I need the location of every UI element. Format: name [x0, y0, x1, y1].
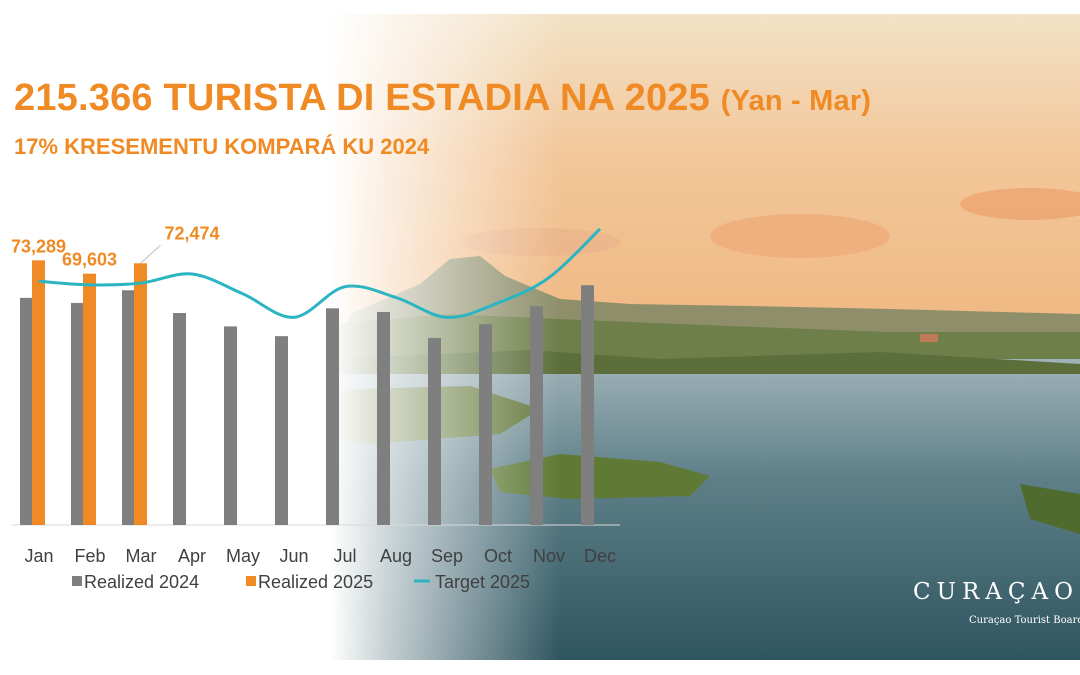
bar-2024-sep — [428, 337, 441, 525]
landscape-photo — [330, 14, 1080, 660]
bar-2024-feb — [71, 302, 84, 525]
title-main: 215.366 TURISTA DI ESTADIA NA 2025 — [14, 77, 710, 119]
x-tick-aug: Aug — [380, 546, 412, 566]
data-label-2025-2: 72,474 — [165, 223, 220, 243]
legend-label-1: Realized 2025 — [258, 572, 373, 592]
bar-2025-mar — [134, 263, 147, 525]
page-title: 215.366 TURISTA DI ESTADIA NA 2025 (Yan … — [14, 76, 871, 123]
chart-legend: Realized 2024 Realized 2025 Target 2025 — [72, 572, 530, 592]
curacao-logo: CURAÇAO Curaçao Tourist Board — [913, 575, 1080, 635]
title-block: 215.366 TURISTA DI ESTADIA NA 2025 (Yan … — [14, 76, 871, 161]
x-axis-ticks: Jan Feb Mar Apr May Jun Jul Aug Sep Oct Nov Dec — [24, 546, 616, 566]
x-tick-may: May — [226, 546, 260, 566]
x-tick-apr: Apr — [178, 546, 206, 566]
series-realized-2024 — [20, 285, 594, 525]
legend-label-2: Target 2025 — [435, 572, 530, 592]
data-label-2025-0: 73,289 — [11, 236, 66, 256]
legend-label-0: Realized 2024 — [84, 572, 199, 592]
logo-tagline: Curaçao Tourist Board — [969, 615, 1080, 626]
leader-line-2025-2 — [140, 244, 161, 264]
x-tick-mar: Mar — [126, 546, 157, 566]
bar-2024-apr — [173, 313, 186, 525]
target-2025-line — [38, 227, 602, 319]
logo-wordmark: CURAÇAO — [913, 579, 1079, 605]
bar-2024-jul — [326, 308, 339, 525]
bar-2024-dec — [581, 285, 594, 525]
x-tick-nov: Nov — [533, 546, 565, 566]
x-tick-jan: Jan — [24, 546, 53, 566]
bar-2024-oct — [479, 324, 492, 525]
bar-2025-feb — [83, 273, 96, 525]
x-tick-oct: Oct — [484, 546, 512, 566]
x-tick-feb: Feb — [74, 546, 105, 566]
bar-2025-jan — [32, 260, 45, 525]
x-tick-jun: Jun — [279, 546, 308, 566]
photo-fade-overlay — [330, 14, 1080, 660]
bar-2024-jun — [275, 336, 288, 525]
bar-2024-mar — [122, 290, 135, 525]
data-label-2025-1: 69,603 — [62, 250, 117, 270]
bar-2024-jan — [20, 297, 33, 525]
bar-2024-nov — [530, 306, 543, 525]
bar-2024-may — [224, 326, 237, 525]
x-tick-jul: Jul — [333, 546, 356, 566]
series-realized-2025 — [32, 260, 147, 525]
legend-swatch-1 — [246, 576, 256, 586]
series-target-2025 — [38, 227, 602, 319]
legend-swatch-0 — [72, 576, 82, 586]
x-tick-dec: Dec — [584, 546, 616, 566]
title-date-range: (Yan - Mar) — [720, 85, 872, 117]
page-subtitle: 17% KRESEMENTU KOMPARÁ KU 2024 — [14, 134, 430, 159]
x-tick-sep: Sep — [431, 546, 463, 566]
bar-2024-aug — [377, 311, 390, 525]
